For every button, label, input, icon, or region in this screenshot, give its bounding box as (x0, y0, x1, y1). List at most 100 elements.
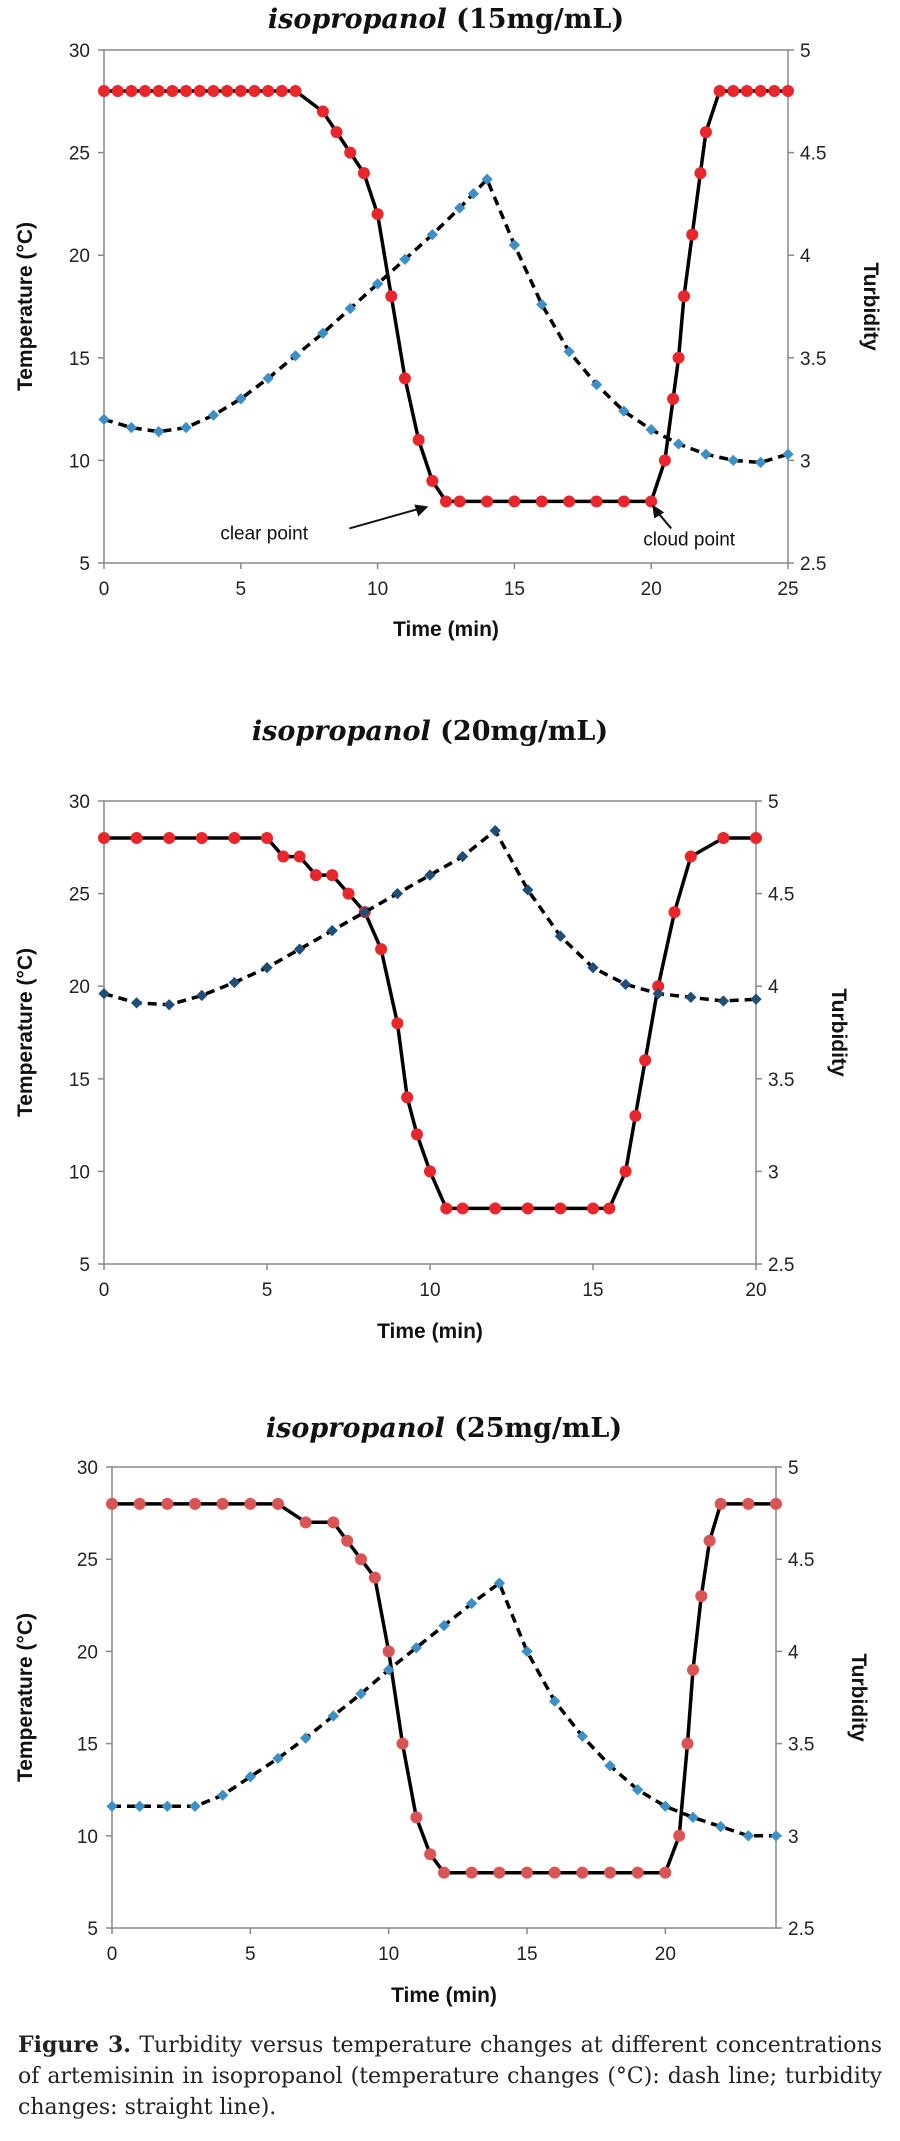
temperature-point (289, 350, 302, 362)
x-tick-label: 5 (262, 1280, 273, 1301)
temperature-point (659, 1800, 671, 1812)
turbidity-point (521, 1866, 533, 1879)
x-tick-label: 0 (107, 1944, 118, 1965)
y-tick-label: 15 (77, 1735, 98, 1756)
turbidity-point (342, 887, 355, 900)
temperature-point (326, 924, 338, 937)
temperature-point (717, 995, 730, 1007)
y-tick-label: 5 (79, 554, 90, 575)
y2-tick-label: 3.5 (800, 349, 826, 370)
y-tick-label: 15 (69, 349, 90, 370)
temperature-point (685, 991, 697, 1003)
turbidity-point (371, 208, 384, 221)
turbidity-point (658, 454, 671, 467)
turbidity-line (104, 89, 788, 504)
temperature-point (424, 869, 436, 881)
turbidity-point (133, 1497, 146, 1510)
temperature-point (554, 930, 567, 942)
y2-tick-label: 4.5 (768, 885, 794, 906)
temperature-point (493, 1577, 505, 1589)
turbidity-point (193, 85, 206, 98)
turbidity-point (740, 85, 753, 98)
y-tick-label: 20 (77, 1642, 98, 1663)
temperature-point (207, 409, 220, 421)
turbidity-point (221, 85, 234, 98)
temperature-point (106, 1800, 118, 1812)
caption-text: Turbidity versus temperature changes at … (18, 2033, 882, 2120)
temperature-point (98, 413, 110, 426)
temperature-point (619, 978, 632, 991)
turbidity-point (684, 850, 697, 863)
turbidity-point (481, 495, 494, 508)
y2-axis-label: Turbidity (827, 988, 850, 1077)
turbidity-point (161, 1497, 174, 1510)
y-tick-label: 15 (69, 1070, 90, 1091)
temperature-point (217, 1789, 229, 1801)
temperature-point (618, 405, 630, 417)
temperature-point (521, 1645, 533, 1658)
y2-tick-label: 2.5 (800, 554, 826, 575)
turbidity-point (357, 167, 370, 180)
turbidity-point (326, 869, 339, 882)
temperature-point (632, 1784, 644, 1796)
turbidity-point (440, 1202, 453, 1215)
x-tick-label: 15 (582, 1280, 603, 1301)
y2-tick-label: 3.5 (768, 1070, 794, 1091)
turbidity-line (104, 836, 756, 1211)
turbidity-point (111, 85, 124, 98)
turbidity-point (368, 1571, 381, 1584)
x-axis-label: Time (min) (377, 1320, 483, 1343)
temperature-line (103, 177, 789, 465)
turbidity-point (687, 1663, 699, 1676)
chart-title-concentration: (20mg/mL) (431, 716, 608, 747)
y-tick-label: 10 (69, 451, 90, 472)
chart-title-solvent: isopropanol (266, 1413, 445, 1444)
clear-point-arrowhead (414, 504, 429, 517)
y-tick-label: 5 (87, 1919, 98, 1940)
y2-axis-label: Turbidity (847, 1653, 870, 1742)
turbidity-point (293, 850, 306, 863)
y-tick-label: 30 (69, 792, 90, 813)
turbidity-point (262, 85, 275, 98)
x-axis-label: Time (min) (391, 1984, 497, 2007)
turbidity-line (112, 1502, 776, 1875)
temperature-point (466, 1597, 478, 1610)
y2-tick-label: 3 (800, 451, 811, 472)
temperature-point (549, 1695, 561, 1707)
chart-title: isopropanol (15mg/mL) (268, 4, 624, 35)
temperature-point (481, 173, 493, 185)
x-axis-label: Time (min) (393, 618, 499, 641)
chart-3: isopropanol (25mg/mL) 5 10 15 20 25 30 2.5 3 3.5 4… (14, 1413, 870, 2007)
temperature-point (489, 824, 501, 837)
x-tick-label: 5 (245, 1944, 256, 1965)
turbidity-point (535, 495, 548, 508)
temperature-point (163, 999, 175, 1011)
turbidity-point (410, 1811, 423, 1824)
temperature-point (563, 345, 575, 358)
temperature-point (727, 454, 739, 467)
temperature-point (700, 448, 712, 460)
temperature-point (438, 1619, 450, 1632)
turbidity-point (554, 1202, 567, 1215)
chart-title: isopropanol (20mg/mL) (252, 716, 608, 747)
temperature-point (355, 1688, 367, 1700)
temperature-point (456, 850, 469, 863)
turbidity-point (714, 1497, 727, 1510)
temperature-point (782, 448, 794, 460)
chart-title-solvent: isopropanol (252, 716, 431, 747)
chart-title: isopropanol (25mg/mL) (266, 1413, 622, 1444)
x-tick-label: 10 (378, 1944, 399, 1965)
temperature-point (125, 421, 138, 434)
y2-tick-label: 4 (788, 1642, 799, 1663)
x-tick-label: 15 (516, 1944, 537, 1965)
turbidity-point (382, 1645, 395, 1658)
turbidity-point (694, 167, 707, 180)
turbidity-point (341, 1534, 354, 1547)
turbidity-point (639, 1054, 652, 1067)
turbidity-point (216, 1497, 229, 1510)
turbidity-point (521, 1202, 534, 1215)
turbidity-point (750, 832, 762, 845)
turbidity-point (563, 495, 576, 508)
x-tick-label: 25 (777, 579, 798, 600)
y2-tick-label: 4.5 (788, 1550, 814, 1571)
